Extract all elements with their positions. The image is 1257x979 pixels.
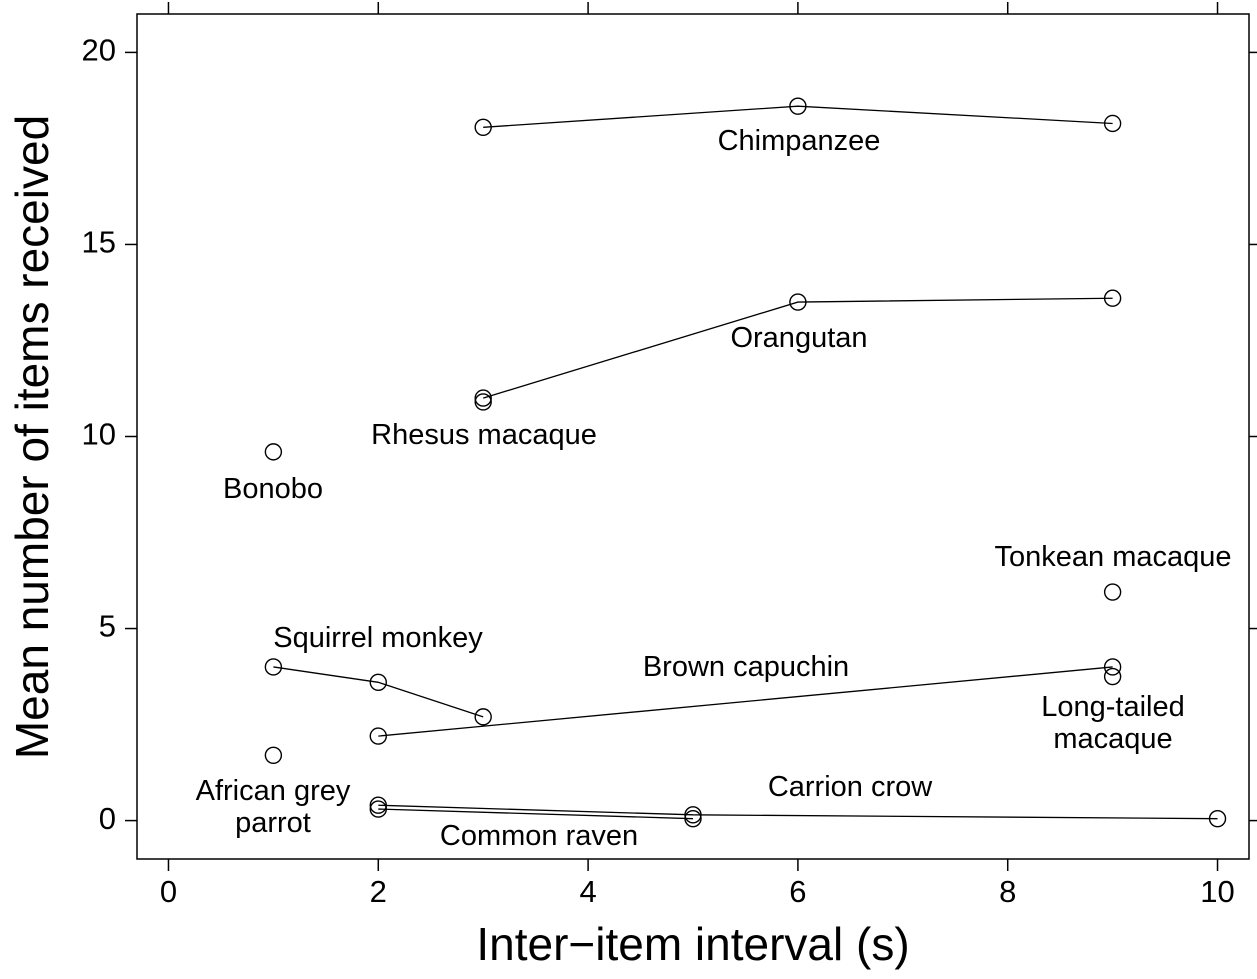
- point: [1103, 289, 1122, 307]
- series-line: [482, 297, 1113, 399]
- series-label: Carrion crow: [767, 771, 933, 803]
- series-line: [483, 105, 1113, 128]
- point: [474, 708, 492, 726]
- x-tick-label: 10: [1200, 874, 1234, 909]
- series-label-box: Common raven: [439, 820, 639, 852]
- series-label: African grey parrot: [195, 775, 351, 839]
- series-label: Bonobo: [223, 473, 323, 505]
- y-tick-label: 0: [99, 801, 116, 836]
- point: [1103, 114, 1122, 133]
- point: [789, 293, 807, 311]
- point: [1103, 583, 1122, 601]
- x-tick-label: 6: [789, 874, 806, 909]
- x-tick-label: 8: [999, 874, 1016, 909]
- point: [474, 393, 492, 411]
- series-label: Brown capuchin: [642, 651, 850, 683]
- y-tick-label: 10: [82, 417, 116, 452]
- y-axis-title: Mean number of items received: [6, 115, 58, 759]
- point: [264, 746, 283, 764]
- series-label-box: Bonobo: [223, 473, 323, 505]
- x-tick-label: 2: [370, 874, 387, 909]
- series-label-box: Chimpanzee: [717, 125, 881, 157]
- point: [789, 97, 807, 115]
- point: [369, 800, 387, 818]
- series-label-box: Carrion crow: [767, 771, 933, 803]
- point: [474, 118, 492, 137]
- point: [474, 389, 492, 407]
- point: [684, 809, 702, 828]
- point: [684, 806, 702, 824]
- point: [1208, 809, 1227, 828]
- series-label-box: African grey parrot: [195, 775, 351, 839]
- series-label-box: Squirrel monkey: [273, 622, 483, 654]
- series-label-box: Tonkean macaque: [994, 541, 1232, 573]
- series-label: Common raven: [439, 820, 639, 852]
- series-label-box: Brown capuchin: [642, 651, 850, 683]
- series-label: Chimpanzee: [717, 125, 881, 157]
- y-tick-label: 15: [82, 225, 116, 260]
- point: [1103, 658, 1122, 676]
- y-tick-label: 20: [82, 33, 116, 68]
- y-tick-label: 5: [99, 609, 116, 644]
- series-line: [378, 804, 1218, 820]
- series-label-box: Orangutan: [730, 322, 868, 354]
- series-label: Long-tailed macaque: [1041, 691, 1185, 755]
- x-tick-label: 0: [160, 874, 177, 909]
- series-label: Rhesus macaque: [371, 419, 597, 451]
- series-label-box: Long-tailed macaque: [1041, 691, 1185, 755]
- point: [1103, 667, 1122, 686]
- series-label: Tonkean macaque: [994, 541, 1232, 573]
- x-tick-label: 4: [579, 874, 596, 909]
- series-label: Orangutan: [730, 322, 868, 354]
- point: [369, 727, 387, 745]
- series-line: [378, 808, 694, 820]
- series-line: [378, 666, 1113, 737]
- series-line: [273, 666, 484, 718]
- point: [264, 658, 283, 676]
- point: [369, 796, 387, 814]
- point: [369, 673, 387, 692]
- point: [264, 443, 283, 461]
- series-label-box: Rhesus macaque: [371, 419, 597, 451]
- series-label: Squirrel monkey: [273, 622, 483, 654]
- x-axis-title: Inter−item interval (s): [476, 918, 909, 970]
